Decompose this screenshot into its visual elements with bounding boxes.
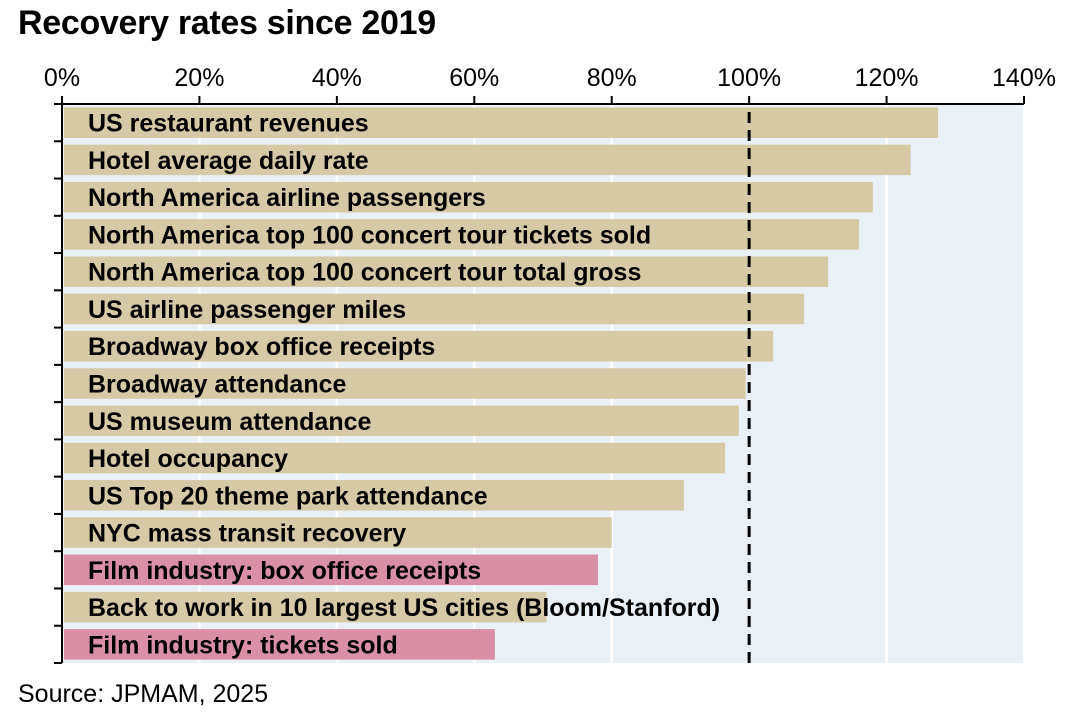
bar-label: Hotel occupancy — [88, 445, 288, 473]
x-tick-label: 100% — [717, 64, 781, 92]
x-tick-label: 140% — [992, 64, 1056, 92]
bar-label: North America top 100 concert tour ticke… — [88, 221, 651, 249]
bar-1 — [64, 107, 939, 138]
bar-label: US Top 20 theme park attendance — [88, 482, 488, 510]
bar-label: Broadway box office receipts — [88, 333, 435, 361]
chart-title: Recovery rates since 2019 — [18, 4, 436, 42]
bar-labels: US restaurant revenues Hotel average dail… — [88, 110, 720, 660]
x-tick-label: 40% — [312, 64, 362, 92]
bars — [64, 107, 939, 660]
x-tick-label: 60% — [449, 64, 499, 92]
bar-label: North America airline passengers — [88, 184, 486, 212]
bar-label: Broadway attendance — [88, 371, 347, 399]
bar-label: Back to work in 10 largest US cities (Bl… — [88, 594, 720, 622]
bar-5 — [64, 256, 829, 287]
bar-label: Film industry: tickets sold — [88, 631, 398, 659]
bar-label: Hotel average daily rate — [88, 147, 369, 175]
bar-3 — [64, 181, 873, 213]
x-tick-label: 120% — [855, 64, 919, 92]
bar-8 — [64, 368, 746, 399]
bar-9 — [64, 405, 739, 437]
bar-15 — [64, 629, 495, 660]
bar-label: North America top 100 concert tour total… — [88, 259, 641, 287]
bar-6 — [64, 293, 805, 325]
bar-11 — [64, 480, 684, 511]
bar-4 — [64, 219, 860, 250]
x-tick-label: 80% — [587, 64, 637, 92]
bar-label: US airline passenger miles — [88, 296, 406, 324]
x-tick-label: 20% — [174, 64, 224, 92]
x-tick-labels: 0% 20% 40% 60% 80% 100% 120% 140% — [44, 64, 1056, 92]
source-note: Source: JPMAM, 2025 — [18, 680, 269, 708]
bar-label: NYC mass transit recovery — [88, 520, 406, 548]
bar-label: US museum attendance — [88, 408, 372, 436]
bar-2 — [64, 144, 911, 176]
bar-10 — [64, 442, 726, 474]
x-tick-label: 0% — [44, 64, 80, 92]
bar-13 — [64, 554, 598, 586]
bar-12 — [64, 517, 612, 548]
bar-label: Film industry: box office receipts — [88, 557, 481, 585]
axes — [54, 96, 1025, 664]
bar-14 — [64, 591, 547, 623]
bar-label: US restaurant revenues — [88, 110, 369, 138]
bar-7 — [64, 330, 774, 362]
